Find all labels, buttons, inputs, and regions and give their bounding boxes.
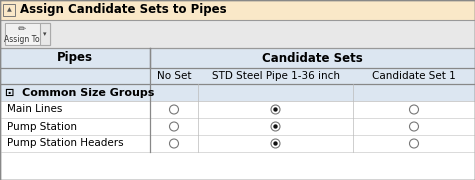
Circle shape: [170, 105, 179, 114]
Circle shape: [271, 105, 280, 114]
Text: Main Lines: Main Lines: [7, 105, 62, 114]
Circle shape: [271, 122, 280, 131]
FancyBboxPatch shape: [0, 20, 475, 48]
Circle shape: [170, 122, 179, 131]
FancyBboxPatch shape: [3, 4, 15, 16]
Text: Candidate Set 1: Candidate Set 1: [372, 71, 456, 81]
FancyBboxPatch shape: [0, 135, 475, 152]
Circle shape: [271, 139, 280, 148]
FancyBboxPatch shape: [6, 24, 40, 35]
Text: Assign Candidate Sets to Pipes: Assign Candidate Sets to Pipes: [20, 3, 227, 17]
Text: ⊡  Common Size Groups: ⊡ Common Size Groups: [5, 87, 154, 98]
FancyBboxPatch shape: [0, 84, 475, 101]
Circle shape: [409, 139, 418, 148]
Circle shape: [273, 107, 278, 112]
Text: Pipes: Pipes: [57, 51, 93, 64]
Text: No Set: No Set: [157, 71, 191, 81]
FancyBboxPatch shape: [0, 48, 475, 180]
Circle shape: [409, 122, 418, 131]
Text: ▲: ▲: [7, 8, 11, 12]
FancyBboxPatch shape: [0, 0, 475, 20]
Text: Pump Station: Pump Station: [7, 122, 77, 132]
Text: Assign To: Assign To: [4, 35, 40, 44]
FancyBboxPatch shape: [40, 23, 50, 45]
FancyBboxPatch shape: [0, 48, 475, 68]
Text: Candidate Sets: Candidate Sets: [262, 51, 363, 64]
FancyBboxPatch shape: [0, 118, 475, 135]
FancyBboxPatch shape: [0, 101, 475, 118]
FancyBboxPatch shape: [0, 68, 475, 84]
Circle shape: [170, 139, 179, 148]
Text: ▾: ▾: [43, 31, 47, 37]
Text: Pump Station Headers: Pump Station Headers: [7, 138, 124, 148]
Circle shape: [409, 105, 418, 114]
FancyBboxPatch shape: [5, 23, 50, 45]
Circle shape: [273, 124, 278, 129]
Circle shape: [273, 141, 278, 146]
Text: STD Steel Pipe 1-36 inch: STD Steel Pipe 1-36 inch: [211, 71, 340, 81]
Text: ✏: ✏: [18, 24, 26, 34]
